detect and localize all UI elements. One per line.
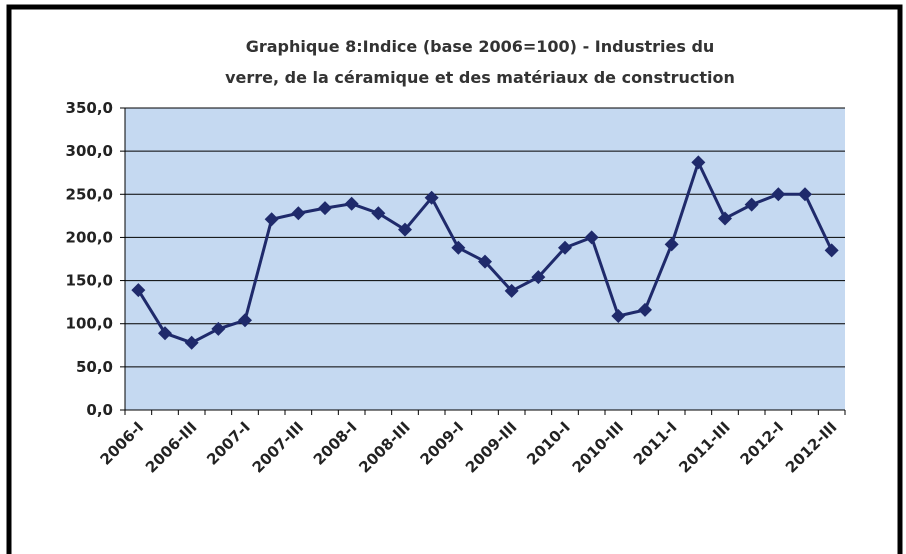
x-tick-label: 2007-I bbox=[203, 418, 254, 469]
marker bbox=[158, 326, 172, 341]
marker bbox=[531, 270, 546, 285]
marker bbox=[504, 283, 519, 298]
x-tick-label: 2011-I bbox=[630, 418, 681, 469]
marker bbox=[558, 240, 572, 255]
marker bbox=[824, 243, 839, 258]
marker bbox=[291, 206, 306, 221]
x-tick-label: 2007-III bbox=[249, 418, 307, 476]
x-tick-label: 2012-III bbox=[782, 418, 840, 476]
marker bbox=[771, 187, 786, 202]
y-tick-label: 250,0 bbox=[66, 185, 113, 203]
x-tick-label: 2009-I bbox=[417, 418, 468, 469]
x-tick-label: 2010-I bbox=[523, 418, 574, 469]
marker bbox=[131, 283, 146, 298]
marker bbox=[238, 313, 252, 328]
x-tick-label: 2006-I bbox=[97, 418, 148, 469]
marker bbox=[371, 206, 386, 221]
marker bbox=[211, 321, 226, 336]
y-tick-label: 200,0 bbox=[66, 228, 113, 246]
chart-title: Graphique 8:Indice (base 2006=100) - Ind… bbox=[246, 37, 715, 56]
y-tick-label: 50,0 bbox=[76, 358, 113, 376]
marker bbox=[398, 222, 412, 237]
y-tick-label: 0,0 bbox=[86, 401, 113, 419]
y-tick-label: 350,0 bbox=[66, 99, 113, 117]
marker bbox=[344, 196, 359, 211]
x-tick-label: 2011-III bbox=[675, 418, 733, 476]
x-tick-label: 2009-III bbox=[462, 418, 520, 476]
marker bbox=[664, 237, 679, 252]
x-tick-label: 2008-III bbox=[355, 418, 413, 476]
marker bbox=[478, 254, 492, 269]
marker bbox=[638, 302, 652, 317]
marker bbox=[798, 187, 812, 202]
marker bbox=[718, 211, 732, 226]
marker bbox=[451, 240, 466, 255]
chart-title: verre, de la céramique et des matériaux … bbox=[225, 68, 735, 87]
marker bbox=[318, 201, 332, 216]
x-tick-label: 2008-I bbox=[310, 418, 361, 469]
marker bbox=[184, 335, 199, 350]
x-tick-label: 2012-I bbox=[737, 418, 788, 469]
x-tick-label: 2006-III bbox=[142, 418, 200, 476]
marker bbox=[584, 230, 599, 245]
frame bbox=[6, 4, 903, 554]
x-tick-label: 2010-III bbox=[569, 418, 627, 476]
marker bbox=[424, 190, 439, 205]
marker bbox=[264, 212, 279, 227]
marker bbox=[744, 197, 759, 212]
y-tick-label: 100,0 bbox=[66, 315, 113, 333]
y-tick-label: 300,0 bbox=[66, 142, 113, 160]
marker bbox=[611, 308, 626, 323]
marker bbox=[691, 155, 706, 170]
y-tick-label: 150,0 bbox=[66, 272, 113, 290]
